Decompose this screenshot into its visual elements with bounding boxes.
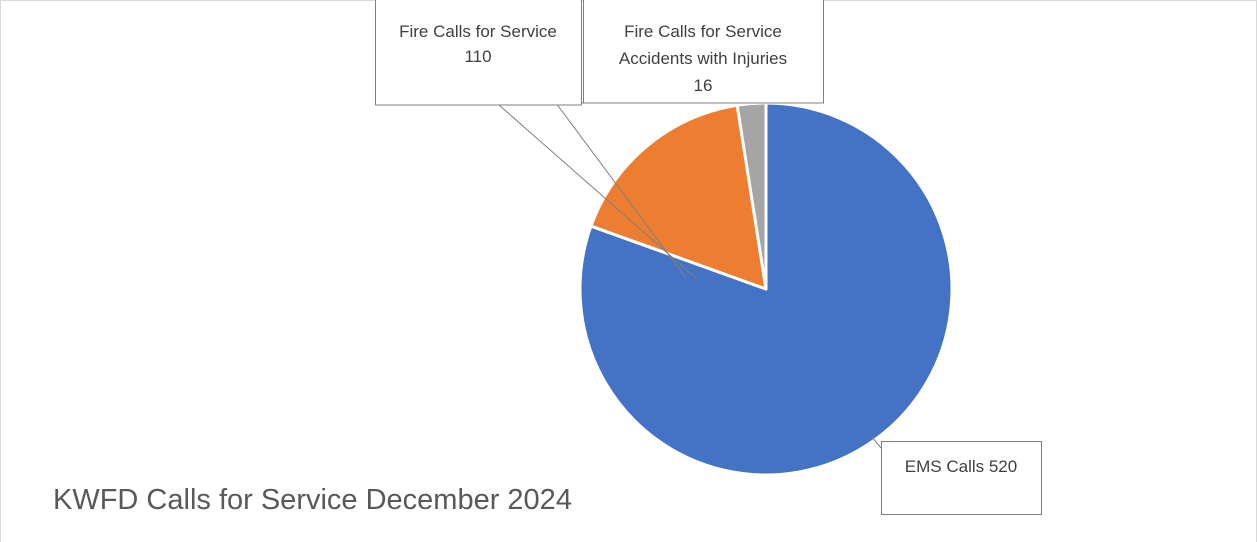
data-label-value: 110 (464, 47, 491, 66)
data-label-box (881, 441, 1042, 515)
data-label-box (583, 0, 824, 104)
pie-slice-fire-calls-for-service (589, 103, 768, 291)
data-label-value: 16 (694, 76, 713, 95)
data-label-box (375, 0, 582, 106)
leader-line-ems (871, 436, 882, 449)
data-label-line: EMS Calls 520 (905, 457, 1017, 476)
data-label-line: Fire Calls for Service (399, 22, 557, 41)
chart-title: KWFD Calls for Service December 2024 (53, 484, 572, 516)
pie-slices (578, 101, 954, 477)
data-label-line: Fire Calls for Service (624, 22, 782, 41)
data-label-fire-calls: Fire Calls for Service 110 (375, 0, 582, 106)
data-label-accidents: Fire Calls for Service Accidents with In… (583, 0, 824, 104)
data-label-ems: EMS Calls 520 (881, 441, 1042, 515)
data-label-line: Accidents with Injuries (619, 49, 787, 68)
